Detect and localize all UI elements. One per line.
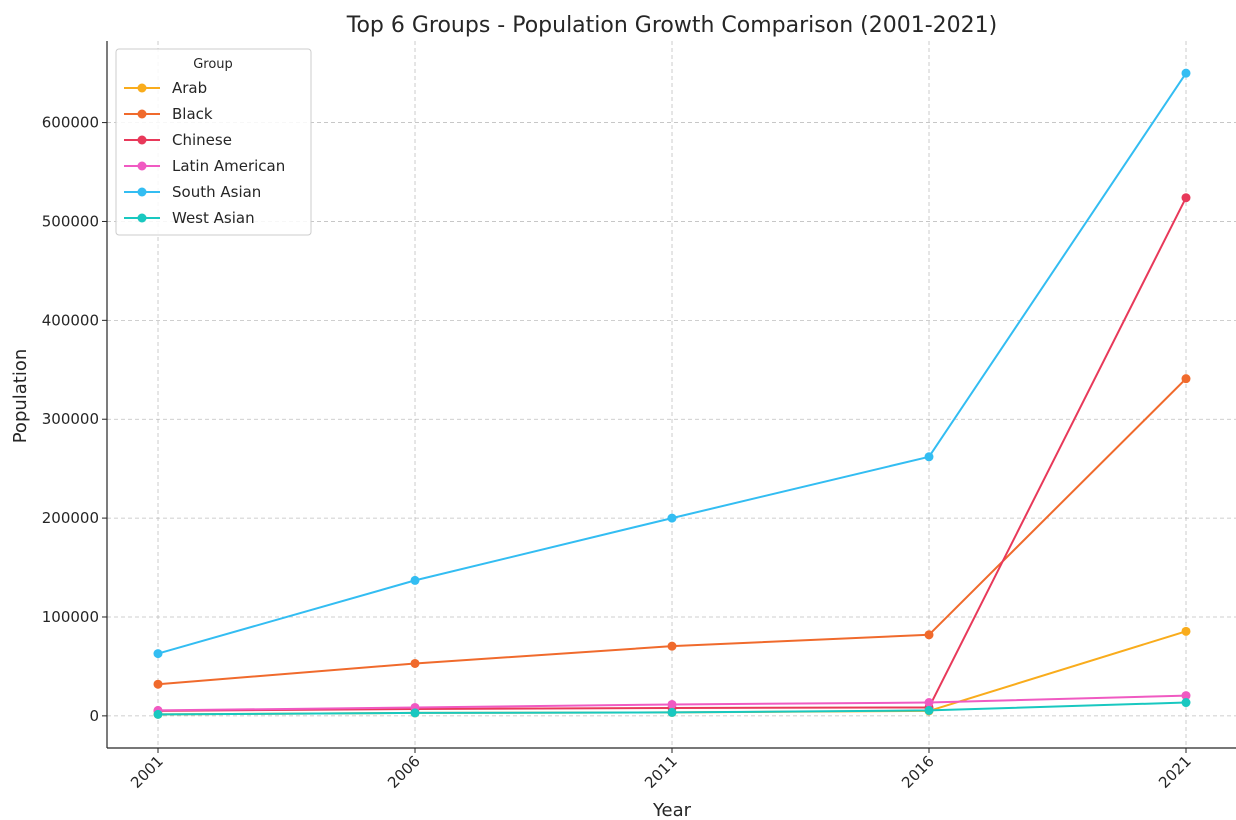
legend-items: Arab Black Chinese Latin American South Asia…	[124, 79, 285, 227]
x-tick-label: 2016	[898, 752, 938, 792]
legend-item-latin-american: Latin American	[124, 157, 285, 175]
data-point-south-asian	[410, 575, 420, 585]
legend: Group Arab Black Chinese Latin American Sout…	[115, 48, 312, 236]
data-point-west-asian	[924, 705, 934, 715]
legend-item-chinese: Chinese	[124, 131, 232, 149]
legend-swatch-marker	[137, 109, 147, 119]
legend-label: West Asian	[172, 209, 255, 227]
x-tick-label: 2006	[384, 752, 424, 792]
data-point-west-asian	[153, 709, 163, 719]
data-point-latin-american	[667, 699, 677, 709]
legend-title: Group	[193, 57, 233, 72]
legend-swatch-marker	[137, 135, 147, 145]
data-point-south-asian	[667, 513, 677, 523]
legend-label: Arab	[172, 79, 207, 97]
y-tick-label: 300000	[42, 410, 99, 428]
data-point-south-asian	[924, 452, 934, 462]
series-south-asian	[153, 68, 1191, 659]
legend-label: Black	[172, 105, 213, 123]
data-point-arab	[1181, 626, 1191, 636]
legend-swatch-marker	[137, 187, 147, 197]
legend-swatch-marker	[137, 213, 147, 223]
legend-item-arab: Arab	[124, 79, 207, 97]
series-black	[153, 374, 1191, 689]
y-tick-label: 0	[89, 707, 99, 725]
x-tick-label: 2011	[641, 752, 681, 792]
legend-item-west-asian: West Asian	[124, 209, 255, 227]
x-tick-label: 2001	[127, 752, 167, 792]
legend-item-south-asian: South Asian	[124, 183, 261, 201]
data-point-south-asian	[153, 649, 163, 659]
legend-swatch-marker	[137, 161, 147, 171]
data-point-west-asian	[1181, 698, 1191, 708]
legend-item-black: Black	[124, 105, 213, 123]
data-point-black	[924, 630, 934, 640]
data-point-latin-american	[924, 698, 934, 708]
y-tick-label: 100000	[42, 608, 99, 626]
chart-title: Top 6 Groups - Population Growth Compari…	[346, 13, 997, 38]
data-point-south-asian	[1181, 68, 1191, 78]
y-tick-label: 400000	[42, 311, 99, 329]
y-tick-label: 600000	[42, 114, 99, 132]
data-point-black	[153, 679, 163, 689]
legend-frame	[115, 48, 312, 236]
data-point-black	[667, 641, 677, 651]
x-axis-label: Year	[652, 800, 692, 820]
legend-swatch-marker	[137, 83, 147, 93]
legend-label: Chinese	[172, 131, 232, 149]
legend-label: Latin American	[172, 157, 285, 175]
data-point-black	[1181, 374, 1191, 384]
legend-label: South Asian	[172, 183, 261, 201]
data-point-latin-american	[1181, 691, 1191, 701]
data-point-chinese	[1181, 193, 1191, 203]
y-tick-label: 500000	[42, 212, 99, 230]
data-point-west-asian	[410, 708, 420, 718]
data-point-black	[410, 658, 420, 668]
series-west-asian	[153, 698, 1191, 719]
x-tick-label: 2021	[1155, 752, 1195, 792]
data-point-west-asian	[667, 707, 677, 717]
y-axis-label: Population	[10, 349, 31, 444]
series-layer	[153, 68, 1191, 719]
y-tick-label: 200000	[42, 509, 99, 527]
